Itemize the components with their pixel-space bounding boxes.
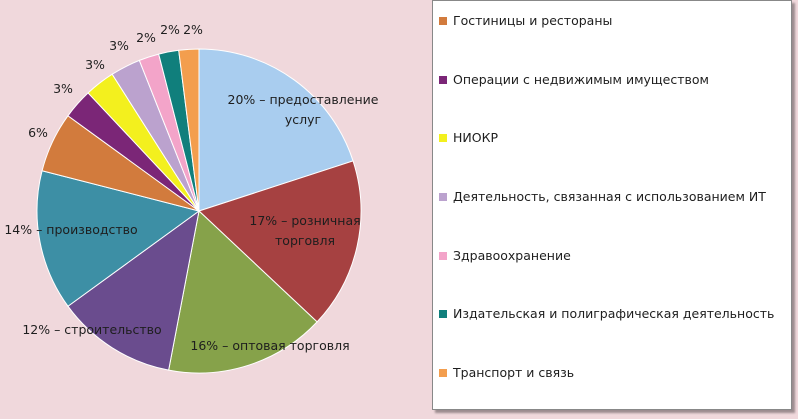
- legend-label: Транспорт и связь: [453, 365, 575, 380]
- pie-slice: [178, 48, 200, 212]
- pie-slice-label: 3%: [53, 81, 73, 96]
- legend-item: Гостиницы и рестораны: [439, 11, 784, 31]
- legend-label: Здравоохранение: [453, 248, 571, 263]
- legend-label: НИОКР: [453, 130, 499, 145]
- legend-label: Гостиницы и рестораны: [453, 13, 613, 28]
- pie-slice: [168, 210, 318, 374]
- pie-slices: [36, 48, 362, 374]
- pie-slice-label: 16% – оптовая торговля: [190, 338, 349, 353]
- legend-swatch: [439, 17, 447, 25]
- legend-label: Деятельность, связанная с использованием…: [453, 189, 766, 204]
- pie-slice-label: 2%: [136, 30, 156, 45]
- pie-slice-label: 3%: [85, 57, 105, 72]
- legend-item: Издательская и полиграфическая деятельно…: [439, 304, 784, 324]
- pie-slice: [198, 160, 362, 323]
- pie-slice-label: 3%: [109, 38, 129, 53]
- legend-item: Здравоохранение: [439, 246, 784, 266]
- legend-swatch: [439, 252, 447, 260]
- legend-item: НИОКР: [439, 128, 784, 148]
- pie-slice: [36, 170, 201, 307]
- pie-labels: 20% – предоставление услуг 17% – розничная…: [4, 22, 378, 353]
- pie-slice-label: 14% – производство: [4, 222, 137, 237]
- pie-slice: [198, 48, 354, 212]
- pie-slice-label: 17% – розничная торговля: [249, 213, 360, 248]
- legend-swatch: [439, 369, 447, 377]
- pie-chart: 20% – предоставление услуг 17% – розничная…: [4, 22, 379, 374]
- legend-swatch: [439, 193, 447, 201]
- legend-item: Деятельность, связанная с использованием…: [439, 187, 784, 207]
- legend-swatch: [439, 76, 447, 84]
- legend-item: Операции с недвижимым имуществом: [439, 70, 784, 90]
- pie-slice-label: 6%: [28, 125, 48, 140]
- pie-slice-label: 20% – предоставление услуг: [228, 92, 379, 127]
- legend-label: Операции с недвижимым имуществом: [453, 72, 709, 87]
- legend-swatch: [439, 134, 447, 142]
- pie-slice: [67, 209, 200, 371]
- legend-label: Издательская и полиграфическая деятельно…: [453, 306, 775, 321]
- pie-slice-label: 2%: [160, 22, 180, 37]
- pie-slice-label: 2%: [183, 22, 203, 37]
- legend-swatch: [439, 310, 447, 318]
- legend: Гостиницы и рестораны Операции с недвижи…: [432, 0, 792, 410]
- pie-slice-label: 12% – строительство: [22, 322, 161, 337]
- legend-item: Транспорт и связь: [439, 363, 784, 383]
